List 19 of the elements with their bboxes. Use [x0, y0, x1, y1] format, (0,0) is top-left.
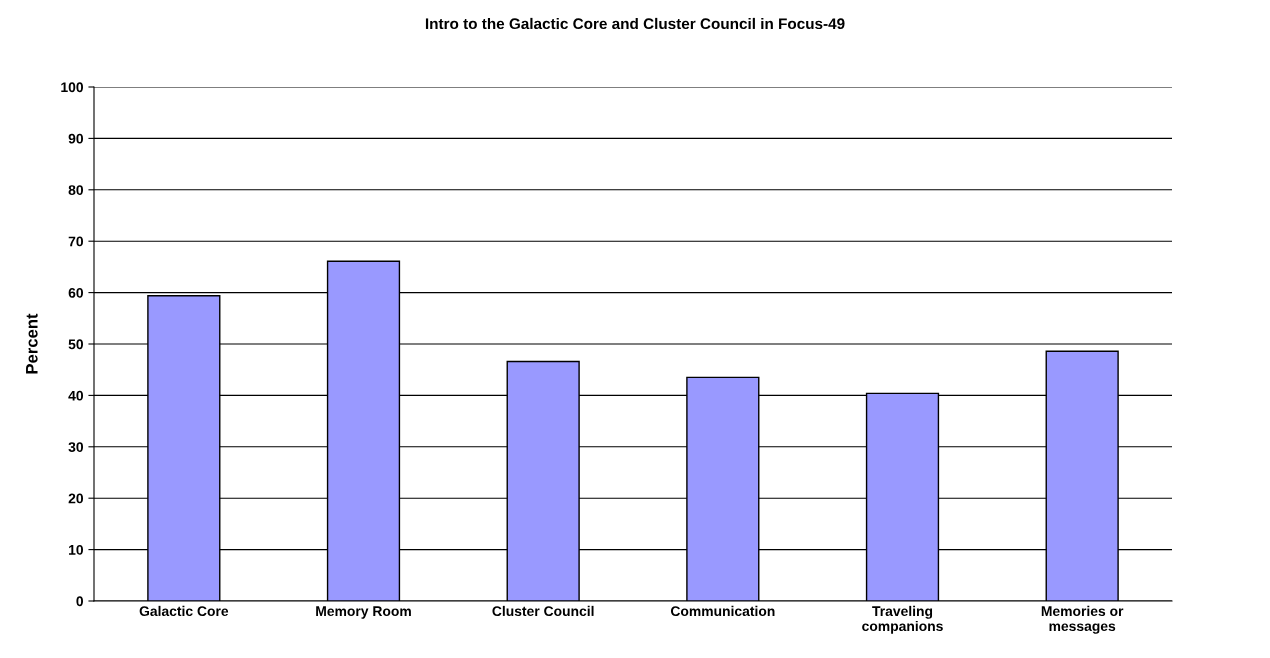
x-tick-label: Communication	[670, 605, 775, 617]
y-tick-label: 50	[68, 339, 84, 350]
y-tick-label: 0	[76, 596, 84, 607]
x-tick-label: Memory Room	[316, 606, 411, 619]
y-tick-label: 80	[68, 185, 84, 195]
y-tick-label: 30	[68, 442, 84, 452]
y-tick-label: 100	[61, 82, 84, 93]
y-axis-title: Percent	[26, 313, 38, 374]
x-tick-label: Traveling companions	[862, 605, 943, 634]
x-tick-label: Cluster Council	[492, 605, 594, 617]
y-tick-label: 40	[68, 390, 84, 401]
x-tick-label: Galactic Core	[139, 605, 229, 617]
y-tick-label: 10	[69, 544, 84, 555]
y-tick-label: 90	[68, 133, 84, 144]
y-tick-label: 70	[68, 236, 84, 247]
y-tick-label: 20	[68, 493, 84, 504]
chart-title: Intro to the Galactic Core and Cluster Council in Focus-49	[425, 17, 845, 30]
y-tick-label: 60	[68, 287, 84, 298]
x-tick-label: Memories or messages	[1041, 605, 1124, 634]
